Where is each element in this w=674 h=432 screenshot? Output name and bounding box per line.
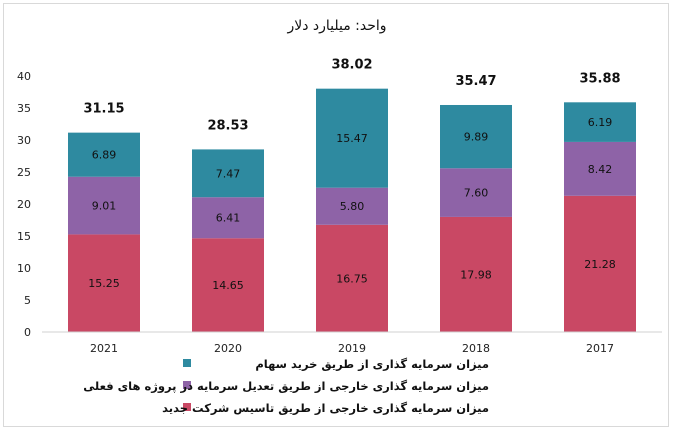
legend-item-label: میزان سرمایه گذاری از طریق خرید سهام (255, 357, 489, 371)
legend-item-label: میزان سرمایه گذاری خارجی از طریق تعدیل س… (83, 379, 489, 394)
bar-segment (564, 102, 636, 142)
data-label: 7.60 (464, 187, 489, 200)
bar-segment (68, 132, 140, 177)
y-tick-label: 0 (24, 326, 31, 339)
bar-segment (192, 149, 264, 198)
bar-segment (440, 168, 512, 217)
bar-segment (68, 234, 140, 332)
chart-title: واحد: میلیارد دلار (286, 18, 386, 34)
x-tick-label: 2018 (462, 342, 490, 355)
legend-swatch (183, 403, 191, 411)
x-tick-label: 2021 (90, 342, 118, 355)
y-axis: 0 5 10 15 20 25 30 35 40 (17, 70, 31, 339)
data-label: 7.47 (216, 167, 241, 180)
bar-segment (68, 176, 140, 235)
legend: میزان سرمایه گذاری از طریق خرید سهام میزا… (83, 357, 489, 415)
data-label: 8.42 (588, 163, 613, 176)
y-tick-label: 5 (24, 294, 31, 307)
total-label: 31.15 (83, 102, 124, 117)
data-label: 14.65 (212, 279, 244, 292)
bar-segment (440, 216, 512, 332)
chart-svg: واحد: میلیارد دلار 0 5 10 15 20 25 30 35 40 15.2… (17, 18, 662, 415)
x-tick-label: 2020 (214, 342, 242, 355)
bar-segment (316, 187, 388, 225)
data-label: 16.75 (336, 272, 368, 285)
total-label: 35.47 (455, 74, 496, 89)
y-tick-label: 20 (17, 198, 31, 211)
total-label: 28.53 (207, 118, 248, 133)
y-tick-label: 15 (17, 230, 31, 243)
bars: 15.25 9.01 6.89 31.15 14.65 6.41 7.47 28.53 16.7… (68, 58, 636, 332)
y-tick-label: 10 (17, 262, 31, 275)
legend-swatch (183, 381, 191, 389)
bar-segment (564, 195, 636, 332)
chart-frame: واحد: میلیارد دلار 0 5 10 15 20 25 30 35 40 15.2… (3, 3, 669, 427)
data-label: 6.41 (216, 212, 241, 225)
legend-swatch (183, 359, 191, 367)
total-label: 38.02 (331, 58, 372, 73)
bar-segment (192, 197, 264, 239)
data-label: 9.89 (464, 131, 489, 144)
total-label: 35.88 (579, 71, 620, 86)
data-label: 6.19 (588, 116, 613, 129)
bar-segment (192, 238, 264, 332)
data-label: 17.98 (460, 268, 492, 281)
data-label: 15.47 (336, 132, 368, 145)
data-label: 5.80 (340, 200, 365, 213)
bar-segment (440, 104, 512, 169)
data-label: 15.25 (88, 277, 120, 290)
bar-segment (316, 88, 388, 188)
x-tick-label: 2019 (338, 342, 366, 355)
x-tick-label: 2017 (586, 342, 614, 355)
legend-item-label: میزان سرمایه گذاری خارجی از طریق تاسیس ش… (162, 401, 489, 415)
data-label: 9.01 (92, 200, 117, 213)
data-label: 6.89 (92, 149, 117, 162)
bar-segment (316, 224, 388, 332)
y-tick-label: 25 (17, 166, 31, 179)
bar-segment (564, 141, 636, 196)
y-tick-label: 40 (17, 70, 31, 83)
data-label: 21.28 (584, 258, 616, 271)
y-tick-label: 35 (17, 102, 31, 115)
y-tick-label: 30 (17, 134, 31, 147)
x-axis: 2021 2020 2019 2018 2017 (42, 331, 662, 355)
